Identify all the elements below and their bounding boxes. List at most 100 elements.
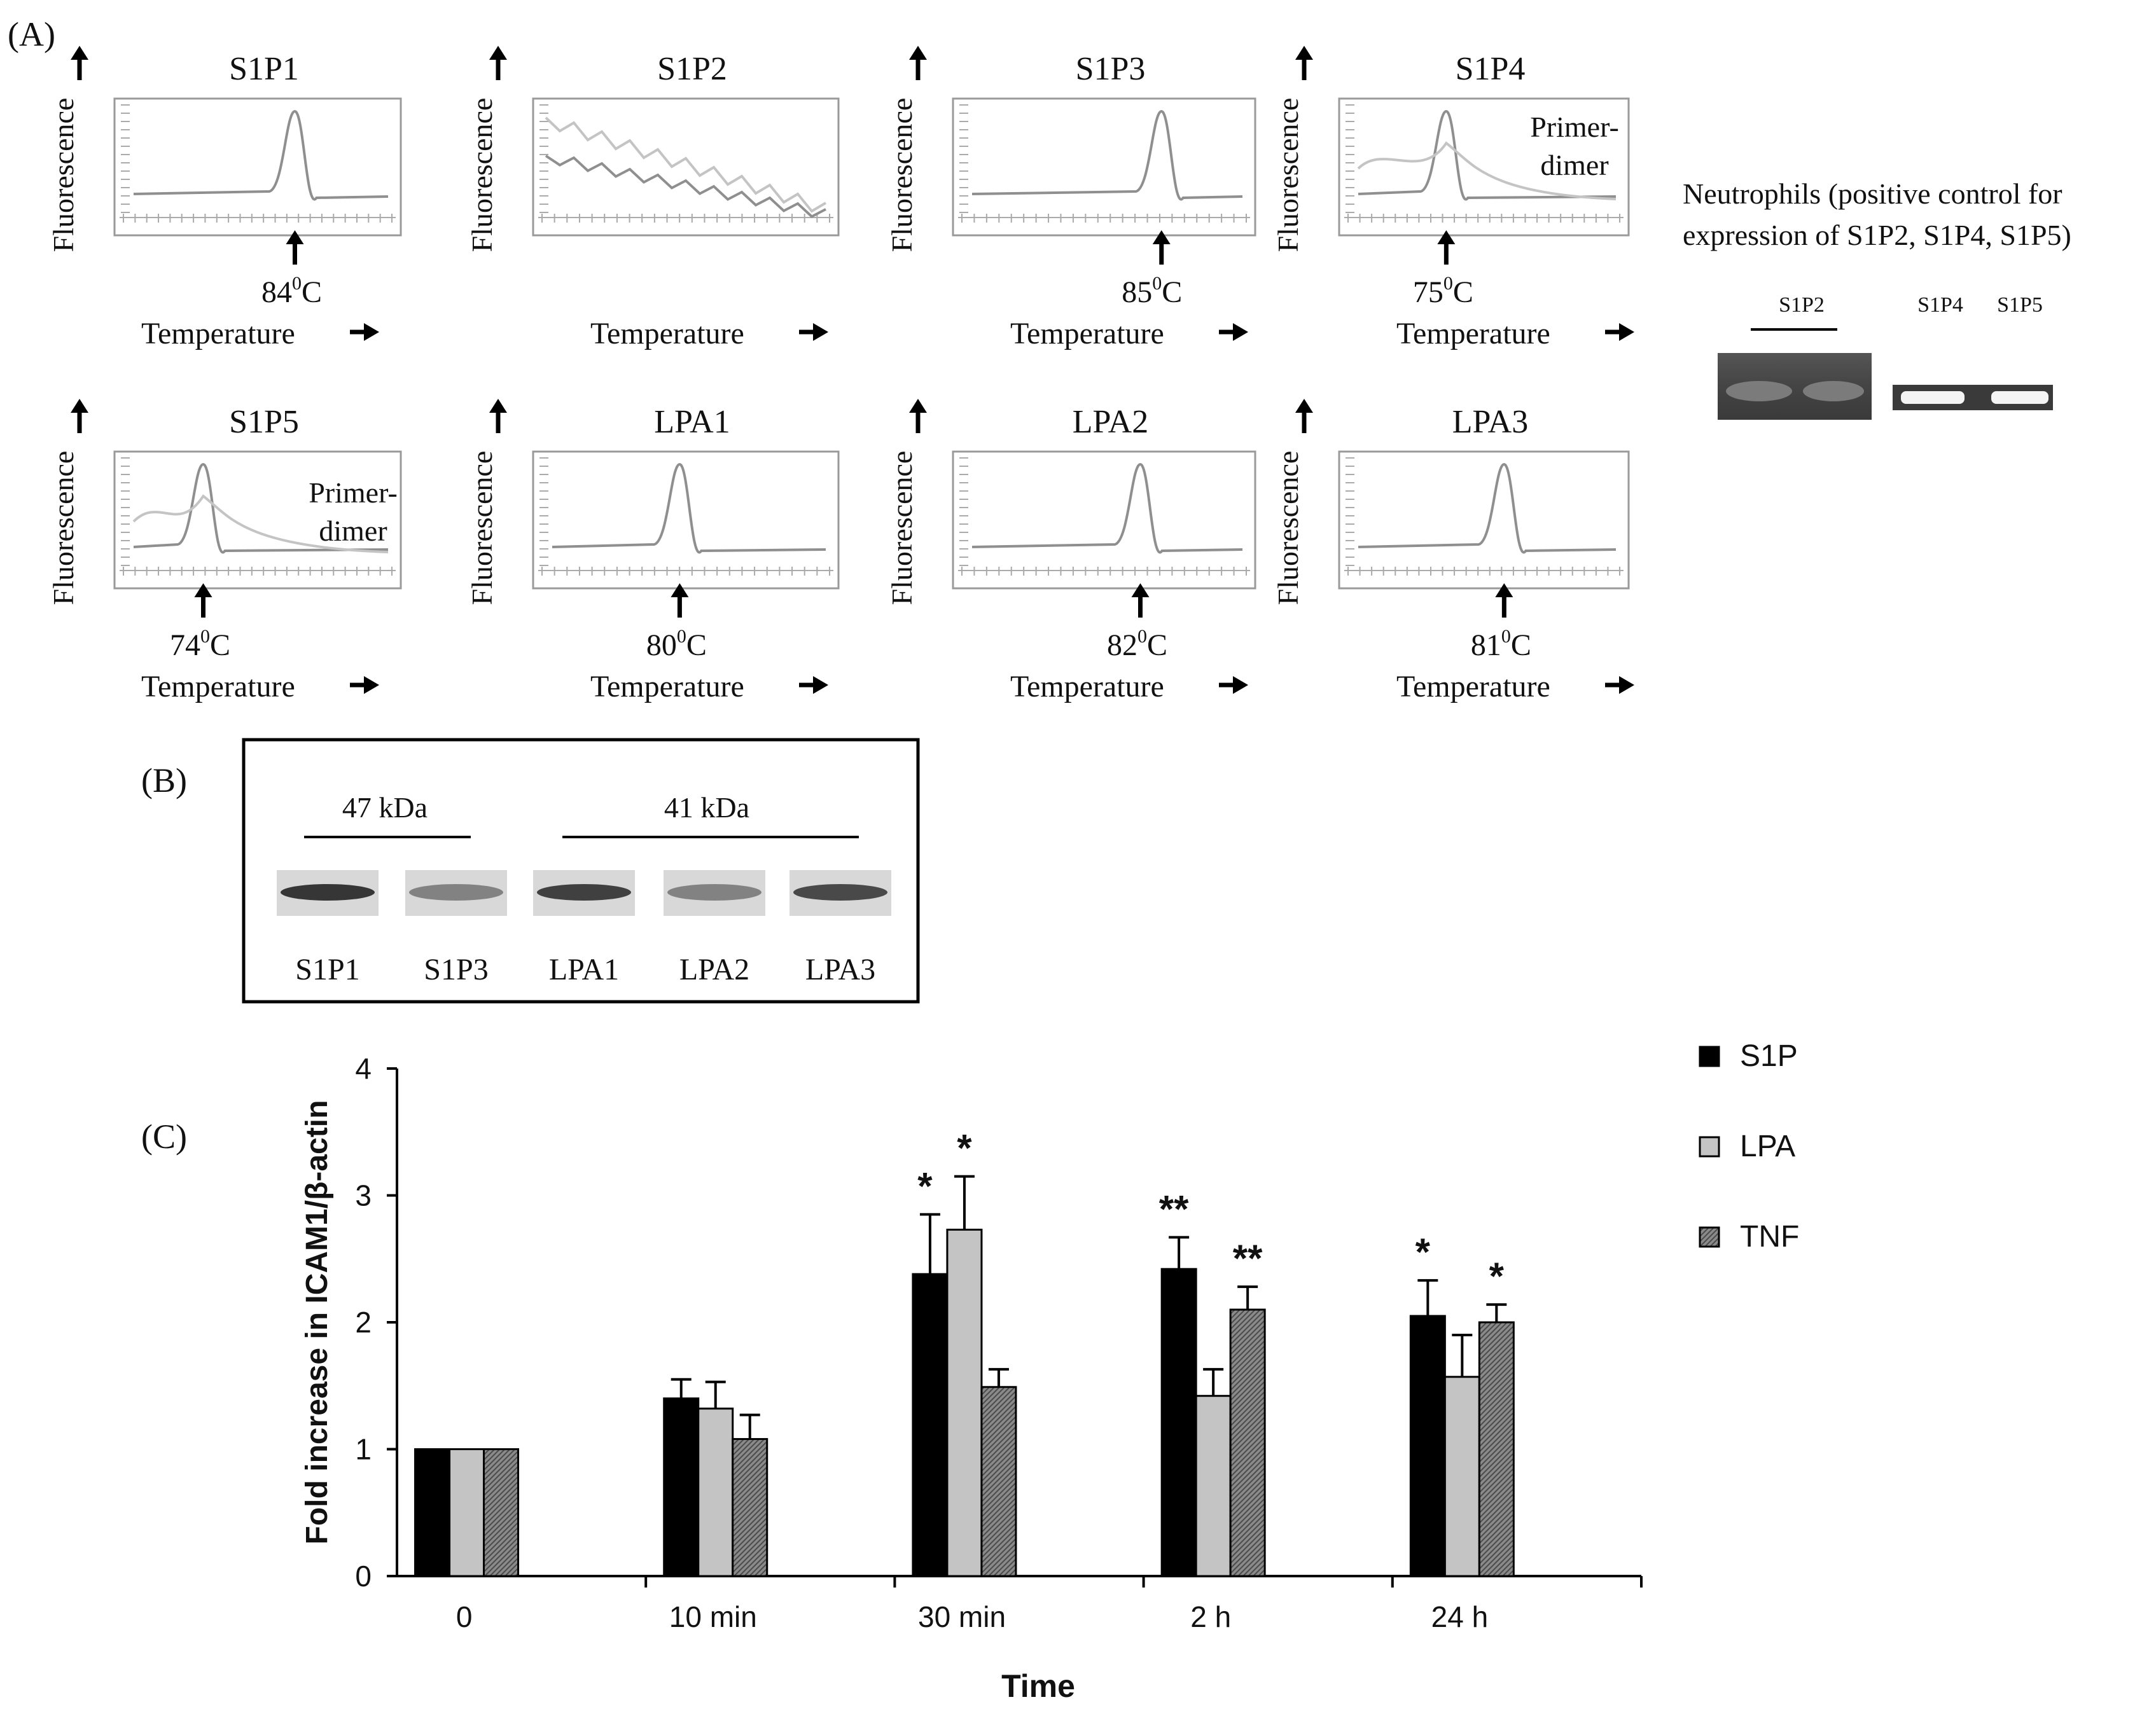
size-label-47kda: 47 kDa xyxy=(342,791,428,824)
blot-lane-label: LPA3 xyxy=(805,953,875,986)
melt-plot-frame xyxy=(113,450,402,590)
peak-arrow-icon-head xyxy=(286,230,304,244)
significance-marker: * xyxy=(1415,1231,1431,1273)
primer-dimer-note-line2: dimer xyxy=(1540,149,1608,181)
bar-s1p xyxy=(912,1273,949,1577)
gel-label-s1p4: S1P4 xyxy=(1917,293,1963,317)
peak-arrow-icon-head xyxy=(1495,583,1513,597)
melt-plot-title: S1P1 xyxy=(229,51,299,87)
melt-plot-lpa1: LPA1 Fluorescence 800C Temperature xyxy=(466,399,840,703)
bar-lpa xyxy=(449,1448,485,1577)
melt-plot-x-label: Temperature xyxy=(1010,670,1164,703)
melt-plot-x-label: Temperature xyxy=(590,317,744,350)
melt-plot-title: S1P5 xyxy=(229,404,299,440)
y-axis-arrow-icon-head xyxy=(1295,399,1313,413)
y-axis-arrow-icon-head xyxy=(1295,46,1313,60)
peak-temperature: 820C xyxy=(1107,626,1167,662)
melt-plot-lpa3: LPA3 Fluorescence 810C Temperature xyxy=(1272,399,1634,703)
x-axis-title: Time xyxy=(1001,1668,1075,1704)
melt-curve-trace xyxy=(971,462,1243,554)
melt-plot-s1p5: S1P5 Fluorescence Primer-dimer 740C Temperat… xyxy=(47,399,402,703)
blot-lane-bg xyxy=(405,870,507,916)
blot-lane-label: S1P1 xyxy=(295,953,359,986)
melt-plot-y-label: Fluorescence xyxy=(466,98,498,253)
x-axis-arrow-icon-head xyxy=(364,676,379,694)
y-tick-label: 0 xyxy=(355,1560,372,1593)
blot-band xyxy=(537,884,631,901)
legend-swatch-tnf xyxy=(1699,1226,1720,1248)
melt-plot-frame xyxy=(952,97,1256,237)
x-axis-arrow-icon-head xyxy=(1233,323,1248,341)
y-tick-label: 4 xyxy=(355,1052,372,1085)
blot-lane-label: LPA1 xyxy=(549,953,619,986)
melt-curve-trace xyxy=(1358,109,1617,201)
bar-s1p xyxy=(1409,1315,1446,1577)
blot-band xyxy=(281,884,375,901)
icam1-bar-chart: 0 1 2 3 4 Fold increase in ICAM1/β-actin Time 0… xyxy=(300,1052,1643,1704)
bar-s1p xyxy=(1160,1268,1197,1577)
western-blot-box xyxy=(242,738,920,1004)
melt-plot-s1p1: S1P1 Fluorescence 840C Temperature xyxy=(47,46,402,350)
significance-marker: * xyxy=(917,1165,933,1207)
bar-lpa xyxy=(946,1228,983,1577)
significance-marker: ** xyxy=(1233,1237,1263,1280)
bar-lpa xyxy=(1443,1376,1480,1577)
x-axis-arrow-icon-head xyxy=(1233,676,1248,694)
primer-dimer-trace xyxy=(132,494,389,553)
bar-tnf xyxy=(483,1448,520,1577)
primer-dimer-note-line1: Primer- xyxy=(309,476,398,509)
legend-swatch-s1p xyxy=(1699,1046,1720,1067)
y-axis-arrow-icon-head xyxy=(489,46,507,60)
legend-label-tnf: TNF xyxy=(1740,1220,1799,1254)
melt-plot-x-label: Temperature xyxy=(141,317,295,350)
bar-tnf xyxy=(1229,1308,1266,1577)
x-tick-label: 2 h xyxy=(1190,1600,1231,1633)
melt-plot-frame xyxy=(532,450,840,590)
gel-band-s1p2-b xyxy=(1803,381,1864,401)
blot-band xyxy=(793,884,887,901)
melt-plot-title: S1P4 xyxy=(1456,51,1526,87)
melt-plot-title: S1P2 xyxy=(657,51,727,87)
peak-arrow-icon-head xyxy=(1131,583,1150,597)
melt-plot-y-label: Fluorescence xyxy=(47,451,80,605)
bar-s1p xyxy=(663,1397,700,1577)
x-axis-arrow-icon-head xyxy=(813,323,828,341)
x-tick-label: 10 min xyxy=(669,1600,757,1633)
blot-band xyxy=(667,884,762,901)
melt-plot-title: LPA3 xyxy=(1452,404,1528,440)
peak-temperature: 810C xyxy=(1471,626,1531,662)
bar-tnf xyxy=(732,1438,769,1577)
panel-b-label: (B) xyxy=(141,761,187,799)
panel-c-label: (C) xyxy=(141,1117,187,1156)
gel-band-s1p4 xyxy=(1901,391,1965,404)
blot-lanes: S1P1 S1P3 LPA1 LPA2 LPA3 xyxy=(277,870,891,986)
melt-plot-y-label: Fluorescence xyxy=(886,451,918,605)
peak-temperature: 840C xyxy=(261,273,322,309)
melt-curve-trace xyxy=(133,109,389,201)
neutrophils-caption-line1: Neutrophils (positive control for xyxy=(1683,177,2062,210)
x-tick-label: 0 xyxy=(456,1600,473,1633)
y-axis-arrow-icon-head xyxy=(489,399,507,413)
peak-arrow-icon-head xyxy=(1437,230,1456,244)
primer-dimer-note-line1: Primer- xyxy=(1530,111,1619,143)
melt-curve-trace xyxy=(971,109,1243,201)
x-axis-arrow-icon-head xyxy=(1619,323,1634,341)
primer-dimer-note-line2: dimer xyxy=(319,515,387,547)
blot-band xyxy=(409,884,503,901)
melt-curve-trace xyxy=(545,116,827,213)
x-axis-arrow-icon-head xyxy=(1619,676,1634,694)
melt-plot-x-label: Temperature xyxy=(1396,670,1550,703)
melt-plot-y-label: Fluorescence xyxy=(466,451,498,605)
y-axis-arrow-icon-head xyxy=(71,399,88,413)
peak-arrow-icon-head xyxy=(194,583,212,597)
significance-marker: * xyxy=(1489,1255,1505,1297)
melt-curve-trace xyxy=(545,155,826,218)
melt-plot-x-label: Temperature xyxy=(141,670,295,703)
panel-a-label: (A) xyxy=(8,15,55,53)
bar-tnf xyxy=(1478,1321,1515,1577)
x-tick-label: 30 min xyxy=(918,1600,1006,1633)
neutrophils-caption-line2: expression of S1P2, S1P4, S1P5) xyxy=(1683,219,2071,251)
melt-curve-trace xyxy=(552,462,826,554)
melt-plot-y-label: Fluorescence xyxy=(886,98,918,253)
